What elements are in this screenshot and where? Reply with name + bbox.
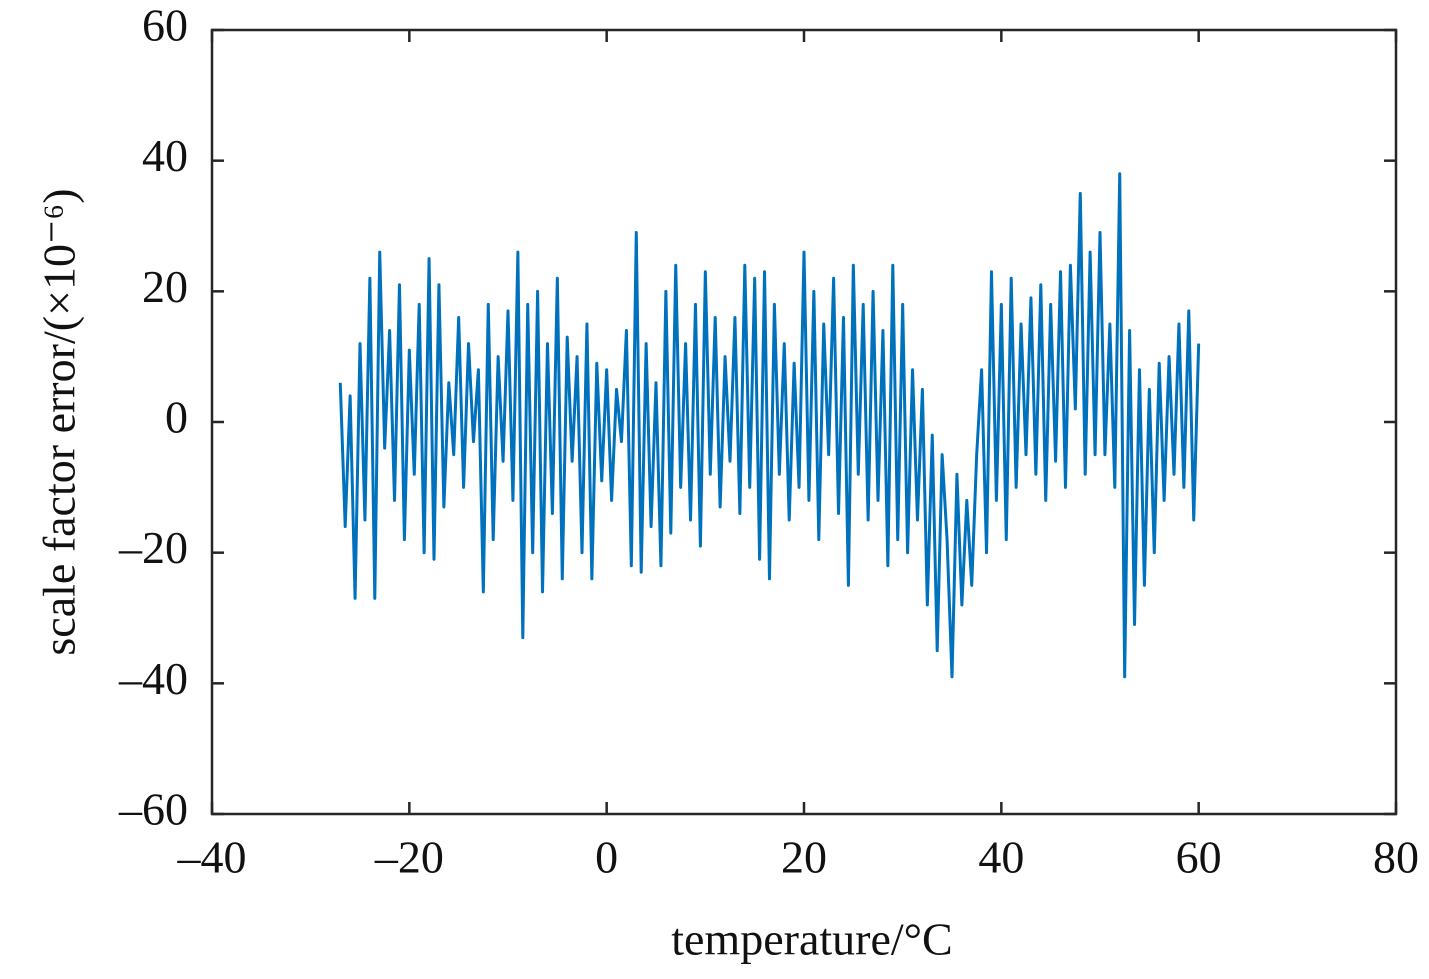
y-axis-label: scale factor error/(×10⁻⁶) xyxy=(34,188,85,655)
y-tick-label: –20 xyxy=(118,522,188,573)
x-tick-label: 0 xyxy=(595,832,618,883)
x-axis-label: temperature/°C xyxy=(671,914,953,965)
plot-frame xyxy=(210,28,1398,816)
x-tick-label: 60 xyxy=(1176,832,1222,883)
y-tick-label: 40 xyxy=(142,130,188,181)
x-tick-label: 40 xyxy=(978,832,1024,883)
y-tick-label: 20 xyxy=(142,261,188,312)
y-tick-label: –60 xyxy=(118,784,188,835)
x-tick-label: 80 xyxy=(1373,832,1419,883)
data-line xyxy=(338,172,1201,679)
y-tick-label: –40 xyxy=(118,653,188,704)
y-tick-label: 0 xyxy=(165,392,188,443)
x-tick-label: 20 xyxy=(781,832,827,883)
y-tick-label: 60 xyxy=(142,0,188,51)
x-tick-label: –20 xyxy=(374,832,444,883)
x-tick-label: –40 xyxy=(177,832,247,883)
